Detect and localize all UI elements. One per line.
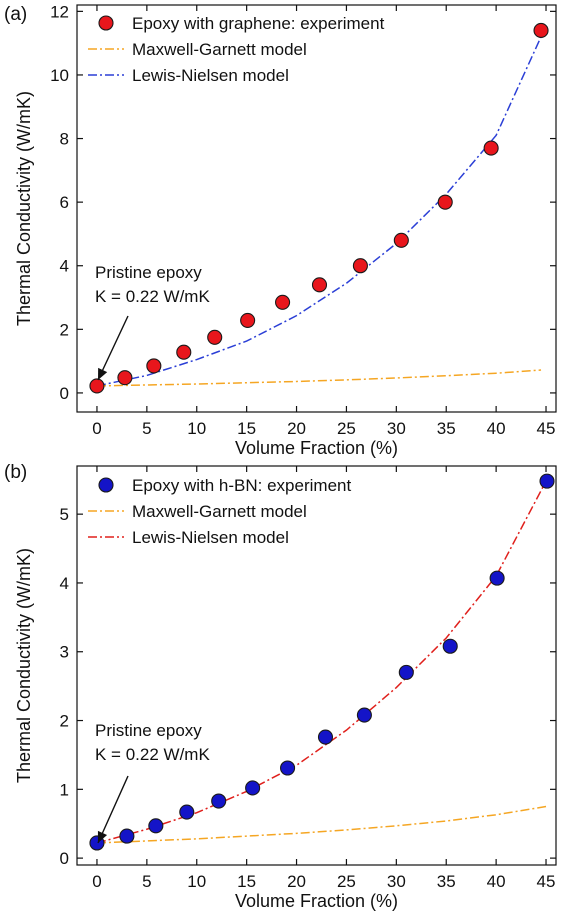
panel-label: (a) (4, 4, 27, 25)
x-tick-label: 25 (337, 872, 356, 891)
data-point (398, 664, 414, 680)
data-point (317, 729, 334, 745)
y-tick-label: 4 (60, 257, 69, 276)
data-point (119, 828, 135, 844)
data-point (539, 473, 555, 489)
x-tick-label: 5 (142, 419, 151, 438)
y-tick-label: 2 (60, 712, 69, 731)
annotation-line1: Pristine epoxy (95, 263, 202, 282)
x-tick-label: 35 (437, 872, 456, 891)
data-point (146, 358, 162, 374)
data-point (483, 140, 499, 156)
data-point (148, 818, 164, 834)
legend-marker (98, 477, 114, 493)
legend-entry: Lewis-Nielsen model (132, 66, 289, 85)
x-tick-label: 30 (387, 419, 406, 438)
series-line-maxwell-garnett-model (96, 369, 542, 387)
annotation-arrow-shaft (97, 775, 129, 844)
annotation-line1: Pristine epoxy (95, 721, 202, 740)
x-tick-label: 40 (487, 419, 506, 438)
x-tick-label: 30 (387, 872, 406, 891)
data-point (245, 780, 261, 796)
x-tick-label: 45 (537, 419, 556, 438)
data-point (356, 707, 372, 723)
x-tick-label: 10 (187, 872, 206, 891)
legend-entry: Epoxy with graphene: experiment (132, 14, 385, 33)
data-point (280, 760, 296, 776)
series-line-maxwell-garnett-model (96, 805, 547, 844)
plot-frame (76, 4, 557, 413)
legend-entry: Maxwell-Garnett model (132, 502, 307, 521)
series-line-lewis-nielsen-model (96, 480, 547, 844)
data-point (275, 294, 291, 310)
series-line-lewis-nielsen-model (96, 36, 542, 387)
data-point (207, 329, 223, 345)
y-tick-label: 10 (50, 66, 69, 85)
annotation-line2: K = 0.22 W/mK (95, 287, 210, 306)
annotation-arrow-head (97, 830, 108, 843)
data-point (89, 378, 105, 394)
data-point (311, 277, 328, 293)
x-axis-label: Volume Fraction (%) (235, 891, 398, 911)
x-tick-label: 0 (92, 419, 101, 438)
data-point (240, 312, 256, 328)
legend-entry: Maxwell-Garnett model (132, 40, 307, 59)
annotation-line2: K = 0.22 W/mK (95, 745, 210, 764)
data-point (117, 370, 133, 386)
data-point (211, 793, 227, 809)
x-tick-label: 10 (187, 419, 206, 438)
x-tick-label: 0 (92, 872, 101, 891)
x-tick-label: 25 (337, 419, 356, 438)
x-tick-label: 15 (237, 419, 256, 438)
y-axis-label: Thermal Conductivity (W/mK) (14, 91, 34, 326)
x-tick-label: 5 (142, 872, 151, 891)
y-tick-label: 5 (60, 505, 69, 524)
data-point (179, 804, 195, 820)
x-tick-label: 35 (437, 419, 456, 438)
x-tick-label: 20 (287, 872, 306, 891)
legend-entry: Epoxy with h-BN: experiment (132, 476, 351, 495)
chart-panel-a: 0 5 10 15 20 25 30 35 40 45 0 2 4 6 8 10 12 Volume Fracti… (4, 2, 557, 458)
data-point (437, 194, 453, 210)
data-point (393, 232, 409, 248)
data-point (176, 344, 192, 360)
x-tick-label: 40 (487, 872, 506, 891)
annotation-arrow-shaft (97, 315, 129, 381)
y-tick-label: 8 (60, 130, 69, 149)
y-tick-label: 1 (60, 780, 69, 799)
panel-label: (b) (4, 462, 27, 483)
data-point (533, 22, 549, 38)
y-tick-label: 0 (60, 849, 69, 868)
y-axis-label: Thermal Conductivity (W/mK) (14, 548, 34, 783)
data-point (352, 258, 368, 274)
legend-entry: Lewis-Nielsen model (132, 528, 289, 547)
x-tick-label: 45 (537, 872, 556, 891)
y-tick-label: 3 (60, 643, 69, 662)
x-axis-label: Volume Fraction (%) (235, 438, 398, 458)
x-tick-label: 15 (237, 872, 256, 891)
plot-frame (76, 465, 557, 866)
y-tick-label: 6 (60, 193, 69, 212)
legend-marker (98, 15, 114, 31)
y-tick-label: 2 (60, 320, 69, 339)
data-point (489, 570, 505, 586)
y-tick-label: 4 (60, 574, 69, 593)
x-tick-label: 20 (287, 419, 306, 438)
y-tick-label: 12 (50, 2, 69, 21)
data-point (442, 638, 458, 654)
annotation-arrow-head (98, 367, 108, 380)
y-tick-label: 0 (60, 384, 69, 403)
